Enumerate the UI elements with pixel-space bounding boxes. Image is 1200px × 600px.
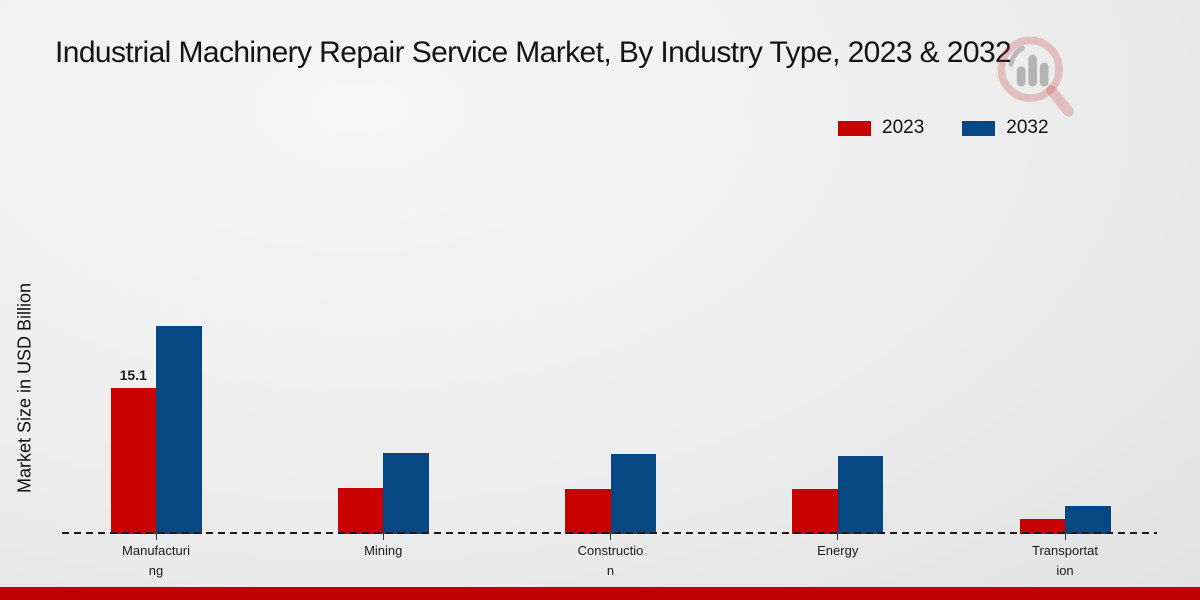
category-label: Manufacturi ng — [122, 543, 190, 578]
legend: 2023 2032 — [838, 117, 1049, 139]
x-tick — [1064, 534, 1066, 540]
bar-2023-mining — [337, 488, 384, 534]
bar-2023-transportation — [1019, 519, 1065, 534]
bar-2032-transportation — [1065, 505, 1111, 534]
category-label: Mining — [364, 543, 403, 558]
category-label: Transportat ion — [1032, 543, 1098, 578]
bar-value-label: 15.1 — [119, 366, 147, 383]
bar-2023-manufacturing — [110, 387, 156, 534]
category-label: Energy — [817, 543, 859, 558]
x-axis-baseline — [62, 532, 1157, 534]
legend-item-2023: 2023 — [838, 117, 924, 139]
footer-accent-bar — [0, 587, 1200, 600]
bar-2023-energy — [792, 489, 838, 534]
bar-2032-manufacturing — [156, 326, 202, 534]
bar-2032-mining — [383, 452, 429, 534]
chart-title: Industrial Machinery Repair Service Mark… — [55, 36, 1012, 69]
x-tick — [382, 534, 384, 540]
bar-2032-construction — [610, 454, 656, 534]
legend-swatch-2032 — [962, 120, 996, 136]
x-tick — [610, 534, 611, 540]
category-label: Constructio n — [577, 543, 644, 578]
legend-swatch-2023 — [838, 120, 871, 136]
bar-2032-energy — [837, 456, 884, 534]
legend-item-2032: 2032 — [962, 117, 1049, 139]
bar-2023-construction — [565, 489, 611, 534]
x-tick — [837, 534, 839, 540]
legend-label: 2023 — [882, 117, 925, 138]
x-tick — [155, 534, 157, 540]
legend-label: 2032 — [1006, 117, 1049, 138]
